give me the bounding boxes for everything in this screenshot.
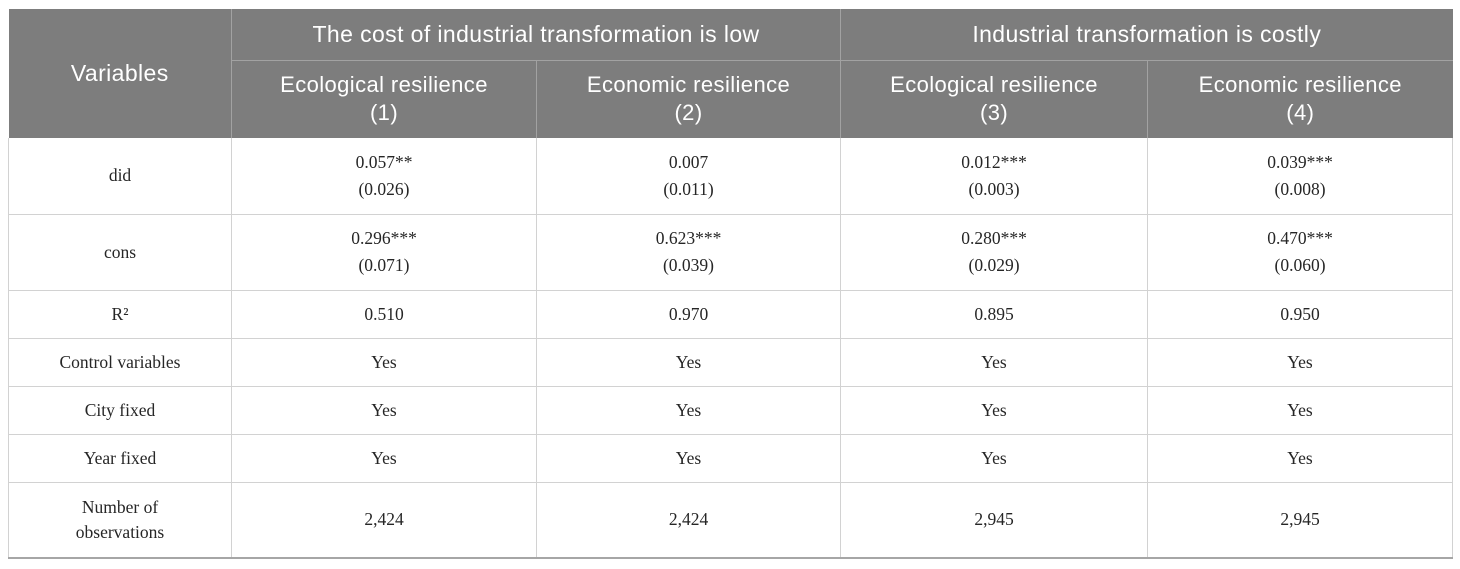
row-label: Number of observations <box>75 496 165 542</box>
coefficient-value: 0.007 <box>668 151 709 172</box>
coefficient-cell: 0.057** (0.026) <box>231 138 537 215</box>
standard-error: (0.026) <box>358 178 410 199</box>
row-label: Year fixed <box>83 447 157 468</box>
value-cell: Yes <box>1147 433 1454 483</box>
value-cell: Yes <box>840 385 1149 435</box>
table-body: did 0.057** (0.026) 0.007 (0.011) 0.012*… <box>8 138 1454 559</box>
value-cell: 0.970 <box>535 289 842 339</box>
value-cell: Yes <box>840 337 1149 387</box>
table-row-did: did 0.057** (0.026) 0.007 (0.011) 0.012*… <box>8 138 1454 215</box>
coefficient-cell: 0.012*** (0.003) <box>840 138 1149 215</box>
column-header-number: (1) <box>369 100 399 126</box>
table-row-city-fixed: City fixed Yes Yes Yes Yes <box>8 385 1454 435</box>
value-cell: Yes <box>535 337 842 387</box>
header-variables: Variables <box>8 9 232 138</box>
column-header-number: (4) <box>1286 100 1315 126</box>
coefficient-value: 0.012*** <box>961 151 1027 172</box>
column-header-label: Ecological resilience <box>280 72 488 98</box>
standard-error: (0.008) <box>1274 178 1326 199</box>
coefficient-value: 0.039*** <box>1267 151 1333 172</box>
value-cell: Yes <box>231 433 537 483</box>
standard-error: (0.071) <box>358 255 410 275</box>
column-header-2: Economic resilience (2) <box>536 60 842 138</box>
table-row-r-squared: R² 0.510 0.970 0.895 0.950 <box>8 289 1454 339</box>
value-cell: Yes <box>535 433 842 483</box>
column-header-1: Ecological resilience (1) <box>231 60 537 138</box>
column-header-label: Ecological resilience <box>890 72 1098 98</box>
row-label-cell: Control variables <box>8 337 232 387</box>
row-label: did <box>108 165 132 186</box>
value-cell: Yes <box>840 433 1149 483</box>
coefficient-cell: 0.296*** (0.071) <box>231 213 537 291</box>
value-cell: 0.510 <box>231 289 537 339</box>
coefficient-cell: 0.039*** (0.008) <box>1147 138 1454 215</box>
table-row-control-variables: Control variables Yes Yes Yes Yes <box>8 337 1454 387</box>
column-header-4: Economic resilience (4) <box>1147 60 1453 138</box>
row-label-cell: Year fixed <box>8 433 232 483</box>
coefficient-cell: 0.007 (0.011) <box>535 138 842 215</box>
coefficient-value: 0.280*** <box>961 228 1027 248</box>
standard-error: (0.029) <box>968 255 1020 275</box>
coefficient-cell: 0.470*** (0.060) <box>1147 213 1454 291</box>
regression-results-table: Variables The cost of industrial transfo… <box>8 9 1454 559</box>
row-label-cell: City fixed <box>8 385 232 435</box>
column-header-number: (3) <box>979 100 1009 126</box>
column-header-label: Economic resilience <box>1198 72 1402 98</box>
row-label-cell: cons <box>8 213 232 291</box>
row-label-cell: did <box>8 138 232 215</box>
value-cell: 0.950 <box>1147 289 1454 339</box>
row-label-cell: Number of observations <box>8 481 232 559</box>
coefficient-cell: 0.623*** (0.039) <box>535 213 842 291</box>
value-cell: 2,424 <box>231 481 537 559</box>
value-cell: 2,945 <box>840 481 1149 559</box>
column-header-number: (2) <box>674 100 703 126</box>
value-cell: Yes <box>535 385 842 435</box>
standard-error: (0.060) <box>1274 255 1326 275</box>
table-header: Variables The cost of industrial transfo… <box>8 9 1453 138</box>
standard-error: (0.011) <box>663 178 714 199</box>
coefficient-value: 0.057** <box>355 151 413 172</box>
group-header-costly: Industrial transformation is costly <box>840 9 1453 61</box>
row-label: cons <box>103 241 137 262</box>
standard-error: (0.003) <box>968 178 1020 199</box>
value-cell: Yes <box>1147 337 1454 387</box>
value-cell: Yes <box>1147 385 1454 435</box>
column-header-row: Ecological resilience (1) Economic resil… <box>9 60 1453 138</box>
standard-error: (0.039) <box>662 255 715 275</box>
row-label: R² <box>111 303 129 324</box>
coefficient-value: 0.470*** <box>1267 228 1333 248</box>
value-cell: 2,945 <box>1147 481 1454 559</box>
row-label: Control variables <box>59 351 181 372</box>
table-row-year-fixed: Year fixed Yes Yes Yes Yes <box>8 433 1454 483</box>
row-label: City fixed <box>84 399 156 420</box>
value-cell: Yes <box>231 337 537 387</box>
coefficient-value: 0.296*** <box>351 228 417 248</box>
group-header-low-cost: The cost of industrial transformation is… <box>231 9 842 61</box>
column-header-label: Economic resilience <box>586 72 791 98</box>
value-cell: 0.895 <box>840 289 1149 339</box>
row-label-cell: R² <box>8 289 232 339</box>
table-row-observations: Number of observations 2,424 2,424 2,945… <box>8 481 1454 559</box>
group-header-row: Variables The cost of industrial transfo… <box>8 9 1453 138</box>
coefficient-cell: 0.280*** (0.029) <box>840 213 1149 291</box>
coefficient-value: 0.623*** <box>655 228 722 248</box>
table-row-cons: cons 0.296*** (0.071) 0.623*** (0.039) 0… <box>8 213 1454 291</box>
column-header-3: Ecological resilience (3) <box>840 60 1149 138</box>
value-cell: Yes <box>231 385 537 435</box>
value-cell: 2,424 <box>535 481 842 559</box>
